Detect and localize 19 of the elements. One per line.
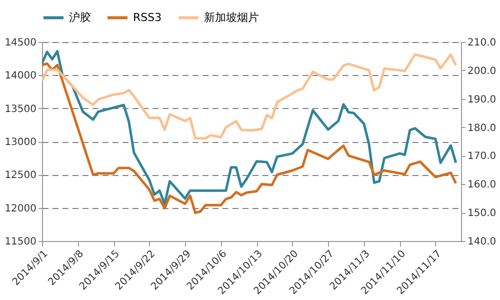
y2-tick-label: 160.0	[468, 180, 496, 191]
y-tick-label: 12000	[4, 203, 36, 214]
y2-tick-label: 210.0	[468, 38, 496, 48]
y2-tick-label: 170.0	[468, 151, 496, 162]
y2-tick-label: 190.0	[468, 94, 496, 106]
legend-label: 新加坡烟片	[204, 10, 259, 24]
y2-tick-label: 180.0	[468, 122, 496, 134]
line-series	[42, 53, 458, 140]
y-tick-label: 12500	[4, 170, 36, 182]
y2-tick-label: 150.0	[468, 208, 496, 220]
legend-label: 沪胶	[69, 10, 91, 24]
y-tick-label: 13000	[4, 137, 36, 148]
y-tick-label: 13500	[4, 104, 36, 115]
y-tick-label: 14000	[4, 70, 36, 82]
y2-tick-label: 200.0	[468, 66, 496, 77]
y2-tick-label: 140.0	[468, 236, 496, 248]
legend-label: RSS3	[133, 10, 162, 24]
y-tick-label: 14500	[4, 38, 36, 48]
y-tick-label: 11500	[4, 236, 36, 248]
